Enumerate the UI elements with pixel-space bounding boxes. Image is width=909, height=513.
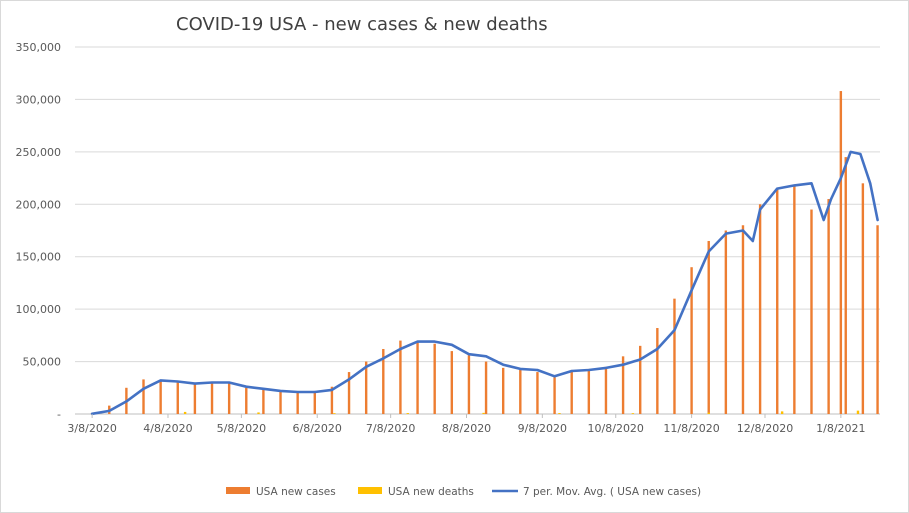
deaths-bar xyxy=(183,411,187,414)
y-tick-label: 100,000 xyxy=(16,303,62,316)
cases-bar xyxy=(741,225,745,414)
cases-bar xyxy=(793,185,796,414)
cases-bar xyxy=(176,382,179,414)
x-tick-label: 4/8/2020 xyxy=(143,422,192,435)
legend-label: USA new cases xyxy=(256,486,336,498)
legend-swatch xyxy=(358,487,382,494)
cases-bar xyxy=(210,381,214,414)
x-tick-label: 11/8/2020 xyxy=(663,422,719,435)
cases-bar xyxy=(227,382,231,414)
legend-swatch xyxy=(226,487,250,494)
cases-bar xyxy=(382,348,385,414)
cases-bar xyxy=(399,340,402,414)
cases-bar xyxy=(519,368,522,414)
deaths-bar xyxy=(406,413,409,414)
cases-bar xyxy=(330,386,334,414)
cases-bar xyxy=(313,390,316,414)
legend: USA new cases USA new deaths 7 per. Mov. A… xyxy=(226,486,701,498)
x-axis: 3/8/2020 4/8/2020 5/8/2020 6/8/2020 7/8/2020… xyxy=(67,414,866,435)
y-tick-label: - xyxy=(57,408,61,421)
deaths-bar xyxy=(257,412,260,414)
cases-bar xyxy=(159,380,162,414)
y-tick-label: 150,000 xyxy=(16,251,62,264)
cases-bar xyxy=(861,183,865,414)
cases-bar xyxy=(876,225,879,414)
cases-bar xyxy=(501,367,505,414)
y-tick-label: 350,000 xyxy=(16,41,62,54)
x-tick-label: 10/8/2020 xyxy=(588,422,644,435)
deaths-bar xyxy=(333,413,336,414)
cases-bar xyxy=(433,343,436,414)
chart-title: COVID-19 USA - new cases & new deaths xyxy=(176,14,548,35)
x-tick-label: 12/8/2020 xyxy=(737,422,793,435)
moving-average-polyline xyxy=(90,150,879,416)
cases-bar xyxy=(416,341,419,414)
x-tick-label: 8/8/2020 xyxy=(442,422,491,435)
cases-bar xyxy=(810,209,813,414)
cases-bar xyxy=(587,368,591,414)
cases-bar xyxy=(536,372,539,414)
x-tick-label: 7/8/2020 xyxy=(366,422,415,435)
deaths-bar xyxy=(631,413,635,414)
deaths-bar xyxy=(482,412,485,414)
cases-bar xyxy=(844,157,847,414)
deaths-bar xyxy=(780,411,784,414)
legend-item: 7 per. Mov. Avg. ( USA new cases) xyxy=(492,486,701,498)
cases-bar xyxy=(724,230,728,414)
cases-bar xyxy=(707,240,710,414)
cases-bar xyxy=(262,389,265,414)
moving-average-line xyxy=(90,150,879,416)
cases-bar xyxy=(279,390,282,414)
y-tick-label: 250,000 xyxy=(16,146,62,159)
legend-label: USA new deaths xyxy=(388,486,474,498)
grid-lines xyxy=(75,46,880,415)
cases-bar xyxy=(364,361,368,414)
y-tick-label: 300,000 xyxy=(16,93,62,106)
cases-bar xyxy=(484,361,488,414)
y-axis: - 50,000 100,000 150,000 200,000 250,000 300,0… xyxy=(16,41,62,421)
cases-bar xyxy=(193,382,197,414)
x-tick-label: 1/8/2021 xyxy=(816,422,865,435)
cases-bar xyxy=(776,188,779,414)
x-tick-label: 6/8/2020 xyxy=(293,422,342,435)
legend-label: 7 per. Mov. Avg. ( USA new cases) xyxy=(523,486,701,498)
cases-bar xyxy=(690,267,693,414)
cases-bar xyxy=(656,328,659,414)
cases-bar xyxy=(827,199,830,414)
cases-bars xyxy=(90,91,879,414)
cases-bar xyxy=(570,369,573,414)
cases-bar xyxy=(639,345,642,414)
y-tick-label: 200,000 xyxy=(16,198,62,211)
cases-bar xyxy=(467,355,471,414)
cases-bar xyxy=(604,366,608,414)
cases-bar xyxy=(621,356,625,414)
cases-bar xyxy=(450,351,454,414)
cases-bar xyxy=(673,298,676,414)
legend-item: USA new deaths xyxy=(358,486,474,498)
x-tick-label: 9/8/2020 xyxy=(518,422,567,435)
x-tick-label: 3/8/2020 xyxy=(67,422,116,435)
legend-item: USA new cases xyxy=(226,486,336,498)
cases-bar xyxy=(347,372,351,414)
deaths-bar xyxy=(558,413,561,414)
cases-bar xyxy=(245,387,248,414)
y-tick-label: 50,000 xyxy=(23,356,62,369)
cases-bar xyxy=(839,91,843,414)
cases-bar xyxy=(142,379,145,414)
cases-bar xyxy=(758,204,762,414)
deaths-bar xyxy=(856,410,860,414)
cases-bar xyxy=(553,377,556,414)
deaths-bar xyxy=(707,412,710,414)
x-tick-label: 5/8/2020 xyxy=(217,422,266,435)
cases-bar xyxy=(296,391,299,414)
